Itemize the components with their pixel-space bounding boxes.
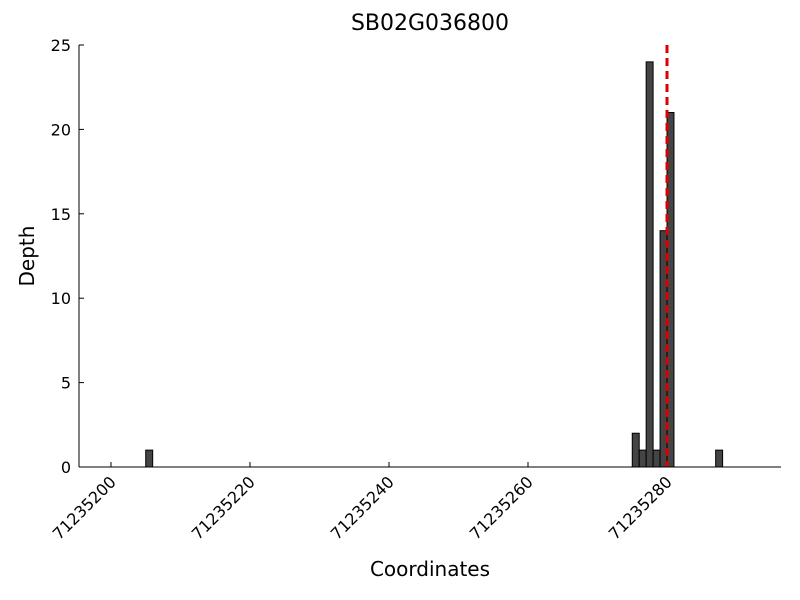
x-tick-label: 71235280 (605, 472, 676, 543)
y-tick-label: 5 (61, 374, 71, 393)
x-axis-label: Coordinates (370, 557, 490, 581)
x-tick-label: 71235260 (466, 472, 537, 543)
bar (638, 449, 647, 468)
y-tick-label: 0 (61, 458, 71, 477)
bar (645, 61, 654, 468)
x-tick-label: 71235220 (188, 472, 259, 543)
y-tick-label: 15 (51, 205, 71, 224)
bar (652, 449, 661, 468)
y-axis-label: Depth (15, 226, 39, 287)
y-tick-label: 10 (51, 289, 71, 308)
chart-title: SB02G036800 (351, 11, 509, 36)
x-tick-label: 71235240 (327, 472, 398, 543)
x-tick-label: 71235200 (49, 472, 120, 543)
y-tick-label: 20 (51, 120, 71, 139)
bar (631, 432, 640, 468)
bar (715, 449, 724, 468)
y-tick-label: 25 (51, 36, 71, 55)
bar (145, 449, 154, 468)
